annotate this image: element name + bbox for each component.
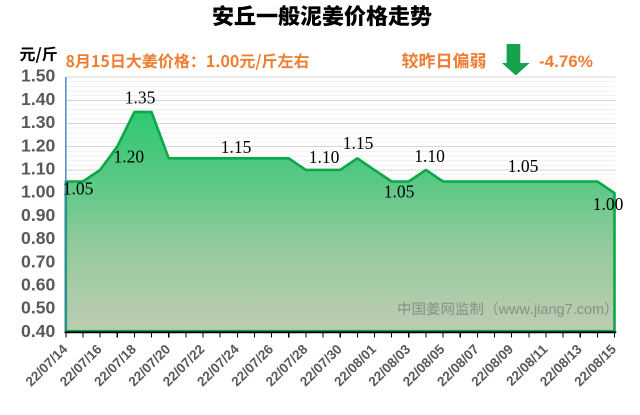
svg-text:1.10: 1.10 <box>21 159 55 179</box>
svg-text:1.10: 1.10 <box>309 147 340 167</box>
svg-text:0.90: 0.90 <box>21 205 55 225</box>
svg-text:0.70: 0.70 <box>21 251 55 271</box>
svg-text:1.15: 1.15 <box>343 133 374 153</box>
svg-text:0.60: 0.60 <box>21 275 55 295</box>
svg-text:-4.76%: -4.76% <box>539 52 593 71</box>
svg-text:1.05: 1.05 <box>384 181 415 201</box>
svg-text:0.80: 0.80 <box>21 228 55 248</box>
svg-text:1.50: 1.50 <box>21 66 55 86</box>
svg-text:0.50: 0.50 <box>21 298 55 318</box>
svg-text:1.15: 1.15 <box>221 137 252 157</box>
svg-text:1.10: 1.10 <box>414 146 445 166</box>
svg-text:1.00: 1.00 <box>21 182 55 202</box>
svg-text:1.35: 1.35 <box>125 87 156 107</box>
svg-text:1.40: 1.40 <box>21 89 55 109</box>
svg-text:1.05: 1.05 <box>508 156 539 176</box>
svg-text:1.30: 1.30 <box>21 112 55 132</box>
svg-text:1.20: 1.20 <box>21 135 55 155</box>
svg-text:0.40: 0.40 <box>21 321 55 341</box>
svg-text:1.20: 1.20 <box>113 147 144 167</box>
svg-text:1.05: 1.05 <box>63 178 94 198</box>
svg-text:1.00: 1.00 <box>593 194 624 214</box>
